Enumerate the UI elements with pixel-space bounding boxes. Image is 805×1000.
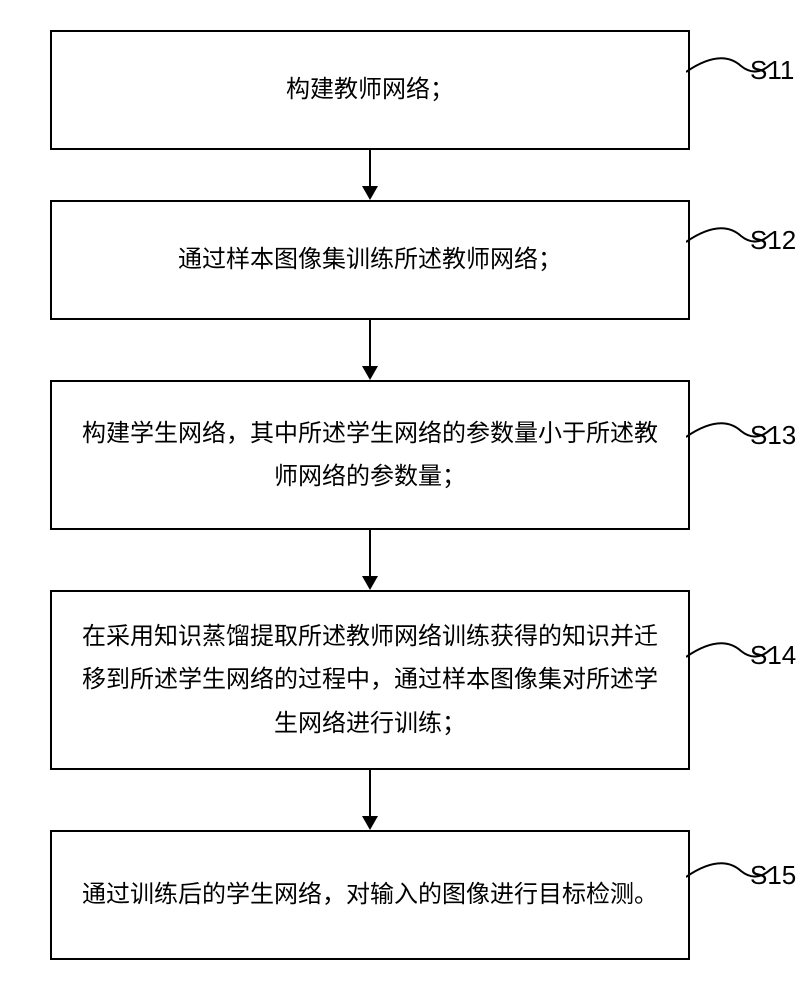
step-box-s11: 构建教师网络； — [50, 30, 690, 150]
arrow-line — [369, 530, 371, 576]
step-box-s15: 通过训练后的学生网络，对输入的图像进行目标检测。 — [50, 830, 690, 960]
step-text: 通过训练后的学生网络，对输入的图像进行目标检测。 — [82, 873, 658, 916]
step-label-s11: S11 — [750, 55, 794, 86]
arrow-line — [369, 770, 371, 816]
arrow-line — [369, 150, 371, 186]
step-label-s13: S13 — [750, 420, 796, 451]
flowchart-canvas: 构建教师网络； S11 通过样本图像集训练所述教师网络； S12 构建学生网络，其中所述… — [0, 0, 805, 1000]
step-text: 构建学生网络，其中所述学生网络的参数量小于所述教师网络的参数量； — [76, 412, 664, 498]
arrow-line — [369, 320, 371, 366]
step-label-s15: S15 — [750, 860, 796, 891]
step-box-s14: 在采用知识蒸馏提取所述教师网络训练获得的知识并迁移到所述学生网络的过程中，通过样… — [50, 590, 690, 770]
step-box-s13: 构建学生网络，其中所述学生网络的参数量小于所述教师网络的参数量； — [50, 380, 690, 530]
step-label-s12: S12 — [750, 225, 796, 256]
step-text: 构建教师网络； — [286, 68, 454, 111]
step-label-s14: S14 — [750, 640, 796, 671]
step-text: 在采用知识蒸馏提取所述教师网络训练获得的知识并迁移到所述学生网络的过程中，通过样… — [76, 615, 664, 745]
arrow-down-icon — [362, 816, 378, 830]
arrow-down-icon — [362, 186, 378, 200]
arrow-down-icon — [362, 576, 378, 590]
step-text: 通过样本图像集训练所述教师网络； — [178, 238, 562, 281]
step-box-s12: 通过样本图像集训练所述教师网络； — [50, 200, 690, 320]
arrow-down-icon — [362, 366, 378, 380]
